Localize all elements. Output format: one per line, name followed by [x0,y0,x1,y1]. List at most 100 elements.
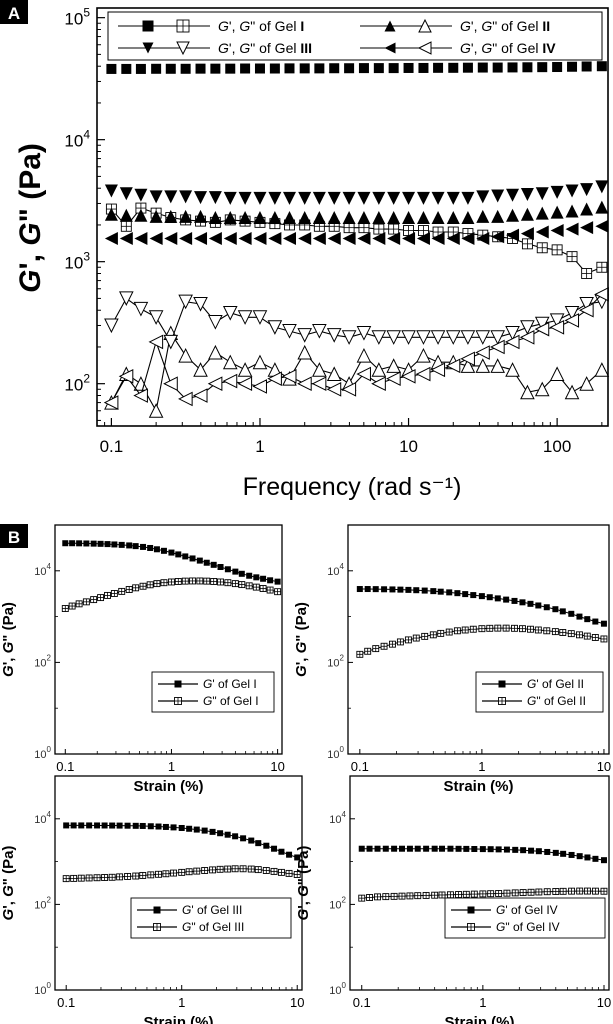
data-point [356,366,371,382]
data-point [535,206,549,220]
data-point [240,835,247,842]
plot-frame [349,775,610,991]
data-point [343,222,355,234]
data-point [559,887,567,895]
data-point [550,205,564,219]
data-point [366,845,373,852]
y-tick-label: 104 [64,128,90,151]
panel-label-b: B [8,528,20,547]
legend-marker [467,906,475,914]
data-point [492,62,503,73]
data-point [356,586,363,593]
data-point [238,581,246,589]
data-point [566,251,578,263]
data-point [175,551,182,558]
data-point [165,63,176,74]
data-point [253,211,267,225]
data-point [476,209,490,223]
data-point [104,184,118,198]
legend-marker-filled [384,20,396,32]
data-point [439,845,446,852]
data-point [595,200,609,214]
legend-marker-open [418,18,432,33]
data-point [224,566,231,573]
data-point [576,613,583,620]
data-point [238,570,245,577]
data-point [373,63,384,74]
data-point [312,362,327,377]
data-point [119,231,133,245]
y-axis-title: G', G" (Pa) [295,846,312,921]
data-point [527,625,534,633]
data-point [431,191,445,205]
legend: G' of Gel II G" of Gel II [475,671,604,713]
data-point [194,191,208,205]
data-point [600,857,607,864]
plot-frame [347,524,610,755]
data-point [151,63,162,74]
data-point [357,191,371,205]
data-point [62,875,70,883]
data-point [298,231,312,245]
data-point [460,330,476,345]
x-tick-label: 1 [479,995,486,1010]
data-point [389,586,396,593]
data-point [580,202,594,216]
data-point [422,891,430,899]
legend-marker [153,923,161,931]
legend-marker [498,680,506,688]
plot-frame [54,775,303,991]
data-point [108,873,116,881]
data-point [445,358,461,374]
data-point [490,339,505,355]
data-point [293,871,301,878]
legend-label: G" of Gel I [203,694,259,708]
y-axis-title: G', G" (Pa) [293,602,310,677]
series-g-of-gel-iv [103,287,609,410]
data-point [430,330,446,345]
data-point [326,366,342,382]
data-point [267,577,274,584]
x-tick-label: 10 [290,995,304,1010]
data-point [595,219,609,233]
data-point [595,180,609,194]
legend: G' of Gel I G" of Gel I [151,671,275,713]
data-point [298,191,312,205]
data-point [416,231,430,245]
data-point [600,620,607,627]
data-point [447,845,454,852]
data-point [559,608,566,615]
data-point [543,888,551,896]
x-tick-label: 1 [255,437,264,456]
data-point [140,543,147,550]
data-point [364,647,372,655]
data-point [445,628,453,636]
data-point [135,63,146,74]
data-point [479,846,486,853]
data-point [133,388,148,403]
legend-item: G" of Gel III [137,920,244,934]
data-point [600,887,608,895]
data-point [160,579,168,587]
data-point [471,845,478,852]
data-point [217,564,224,571]
data-point [565,184,579,198]
data-point [121,63,132,74]
data-point [594,362,610,377]
data-point [475,358,491,373]
data-point [535,848,542,855]
data-point [543,627,551,635]
data-point [520,847,527,854]
data-point [194,231,208,245]
data-point [505,362,520,377]
series-g-of-gel-iv [358,887,608,902]
data-point [503,846,510,853]
data-point [579,376,594,391]
series-g-of-gel-i [62,540,281,585]
data-point [90,540,97,547]
data-point [238,231,252,245]
data-point [239,865,247,873]
y-tick-label: 104 [329,810,346,826]
data-point [124,872,132,880]
x-tick-label: 1 [478,759,485,774]
